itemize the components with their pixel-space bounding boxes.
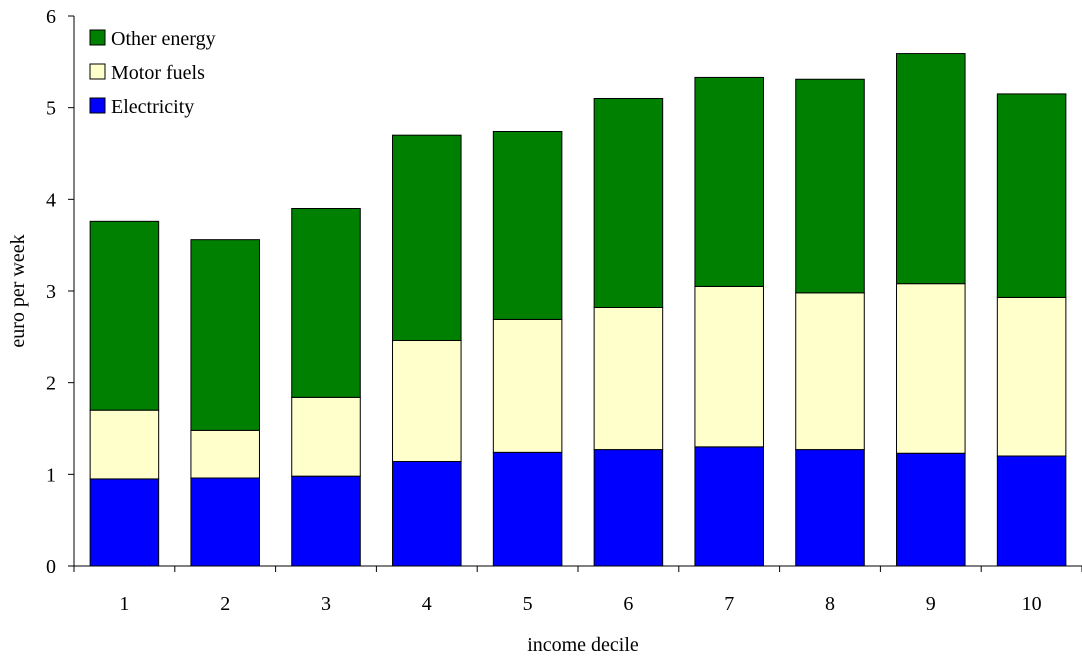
x-tick-label-9: 9 xyxy=(926,593,936,615)
x-tick-label-7: 7 xyxy=(724,593,734,615)
x-tick-label-8: 8 xyxy=(825,593,835,615)
legend-label-other-energy: Other energy xyxy=(111,28,216,50)
bar-other-energy-3 xyxy=(291,208,361,398)
legend-swatch-other-energy xyxy=(89,29,106,46)
bar-motor-fuels-5 xyxy=(492,318,563,453)
bar-other-energy-6 xyxy=(593,98,664,308)
x-tick-label-4: 4 xyxy=(422,593,432,615)
bar-motor-fuels-7 xyxy=(694,285,764,448)
bar-electricity-4 xyxy=(392,461,462,567)
bar-motor-fuels-10 xyxy=(996,296,1067,457)
legend-swatch-motor-fuels xyxy=(89,63,106,80)
bar-other-energy-5 xyxy=(492,131,563,320)
bar-motor-fuels-2 xyxy=(190,429,260,479)
y-tick-label-2: 2 xyxy=(46,373,56,395)
bar-electricity-5 xyxy=(492,451,563,567)
y-tick-label-6: 6 xyxy=(46,6,56,28)
y-tick-label-3: 3 xyxy=(46,281,56,303)
x-tick-label-10: 10 xyxy=(1022,593,1042,615)
axes-layer: 0 1 2 3 4 5 6 1 2 3 4 5 6 7 8 9 10 xyxy=(46,6,1082,615)
y-tick-label-1: 1 xyxy=(46,464,56,486)
bar-motor-fuels-1 xyxy=(89,409,160,480)
bar-other-energy-4 xyxy=(392,134,462,341)
x-tick-label-6: 6 xyxy=(623,593,633,615)
bar-electricity-9 xyxy=(896,452,966,567)
y-tick-label-0: 0 xyxy=(46,556,56,578)
y-tick-label-4: 4 xyxy=(46,189,56,211)
x-axis-title: income decile xyxy=(527,634,639,656)
bar-electricity-6 xyxy=(593,449,664,567)
x-tick-label-2: 2 xyxy=(220,593,230,615)
bar-motor-fuels-4 xyxy=(392,340,462,462)
legend-swatch-electricity xyxy=(89,97,106,114)
legend-label-motor-fuels: Motor fuels xyxy=(111,62,205,84)
x-tick-label-1: 1 xyxy=(119,593,129,615)
bar-motor-fuels-3 xyxy=(291,396,361,477)
bar-electricity-10 xyxy=(996,455,1067,567)
x-tick-label-3: 3 xyxy=(321,593,331,615)
bar-other-energy-10 xyxy=(996,93,1067,298)
bar-electricity-3 xyxy=(291,475,361,567)
y-axis-title: euro per week xyxy=(7,234,29,347)
bar-other-energy-8 xyxy=(795,78,865,294)
bar-motor-fuels-6 xyxy=(593,307,664,451)
x-tick-label-5: 5 xyxy=(523,593,533,615)
bar-other-energy-7 xyxy=(694,76,764,287)
bar-electricity-8 xyxy=(795,449,865,567)
bars-layer xyxy=(89,53,1067,567)
bar-motor-fuels-8 xyxy=(795,292,865,451)
bar-electricity-1 xyxy=(89,478,160,567)
bar-other-energy-2 xyxy=(190,239,260,431)
bar-electricity-7 xyxy=(694,446,764,567)
bar-motor-fuels-9 xyxy=(896,283,966,454)
bar-other-energy-1 xyxy=(89,220,160,411)
y-tick-label-5: 5 xyxy=(46,98,56,120)
bar-other-energy-9 xyxy=(896,53,966,285)
bar-electricity-2 xyxy=(190,477,260,567)
legend-label-electricity: Electricity xyxy=(111,96,194,118)
legend: Other energy Motor fuels Electricity xyxy=(89,28,216,118)
